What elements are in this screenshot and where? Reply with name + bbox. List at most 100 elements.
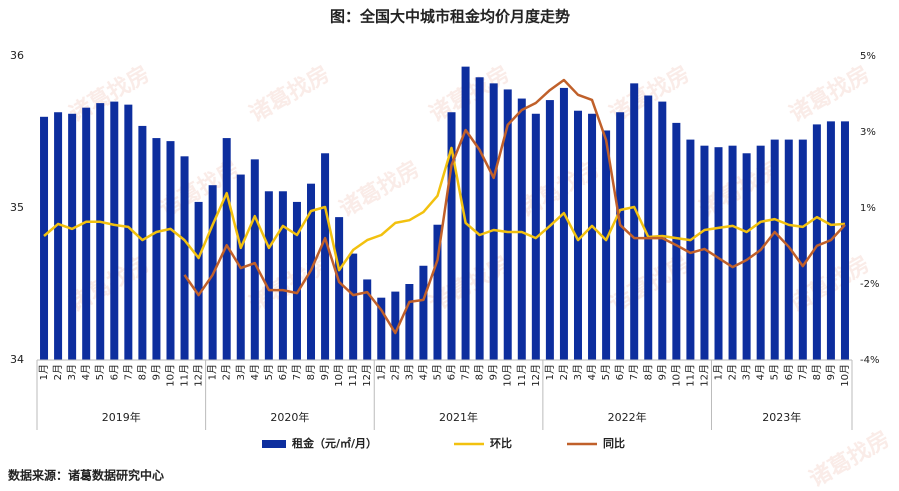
- bar: [292, 201, 301, 360]
- year-label: 2020年: [270, 410, 309, 424]
- legend-swatch: [262, 440, 286, 448]
- bar: [180, 156, 189, 360]
- bar: [152, 138, 161, 360]
- x-tick-label: 11月: [684, 364, 696, 387]
- x-tick-label: 5月: [600, 364, 612, 380]
- x-tick-label: 1月: [375, 364, 387, 380]
- x-tick-label: 9月: [150, 364, 162, 380]
- x-tick-label: 7月: [460, 364, 472, 380]
- x-tick-label: 4月: [417, 364, 429, 380]
- x-tick-label: 5月: [263, 364, 275, 380]
- source: 数据来源：诸葛数据研究中心: [8, 468, 164, 483]
- x-tick-label: 3月: [572, 364, 584, 380]
- x-tick-label: 4月: [80, 364, 92, 380]
- x-tick-label: 7月: [628, 364, 640, 380]
- y2-tick-label: 1%: [860, 203, 876, 214]
- x-tick-label: 8月: [136, 364, 148, 380]
- bar: [559, 87, 568, 361]
- bar: [461, 66, 470, 360]
- x-tick-label: 4月: [755, 364, 767, 380]
- x-tick-label: 12月: [530, 364, 542, 387]
- bar: [475, 77, 484, 360]
- bar: [166, 141, 175, 360]
- x-tick-label: 4月: [249, 364, 261, 380]
- x-tick-label: 10月: [670, 364, 682, 387]
- watermark: 诸葛找房: [785, 61, 874, 128]
- x-tick-label: 1月: [38, 364, 50, 380]
- year-label: 2022年: [608, 410, 647, 424]
- legend-label: 同比: [603, 436, 625, 450]
- x-tick-label: 5月: [769, 364, 781, 380]
- bar: [82, 107, 91, 361]
- x-tick-label: 12月: [698, 364, 710, 387]
- bar: [840, 121, 849, 360]
- x-tick-label: 1月: [207, 364, 219, 380]
- x-tick-label: 7月: [797, 364, 809, 380]
- bar: [68, 113, 77, 360]
- x-tick-label: 6月: [108, 364, 120, 380]
- bar: [517, 98, 526, 360]
- bar: [714, 147, 723, 360]
- x-tick-label: 9月: [488, 364, 500, 380]
- x-tick-label: 2月: [727, 364, 739, 380]
- x-tick-label: 6月: [614, 364, 626, 380]
- x-tick-label: 6月: [783, 364, 795, 380]
- bar: [54, 112, 63, 361]
- x-tick-label: 7月: [122, 364, 134, 380]
- bar: [138, 125, 147, 360]
- bar: [264, 191, 273, 360]
- x-tick-label: 11月: [179, 364, 191, 387]
- bar: [194, 201, 203, 360]
- x-tick-label: 3月: [741, 364, 753, 380]
- bar: [644, 95, 653, 361]
- y2-tick-label: 5%: [860, 51, 876, 62]
- x-tick-label: 12月: [361, 364, 373, 387]
- bar: [405, 284, 414, 360]
- x-tick-label: 5月: [94, 364, 106, 380]
- bar: [377, 297, 386, 360]
- x-tick-label: 3月: [235, 364, 247, 380]
- x-tick-label: 5月: [431, 364, 443, 380]
- y2-tick-label: -2%: [860, 279, 879, 290]
- bar: [363, 279, 372, 360]
- x-tick-label: 12月: [193, 364, 205, 387]
- x-tick-label: 2月: [221, 364, 233, 380]
- bar: [545, 100, 554, 360]
- bar: [588, 113, 597, 360]
- year-label: 2019年: [102, 410, 141, 424]
- x-tick-label: 8月: [474, 364, 486, 380]
- x-tick-label: 6月: [446, 364, 458, 380]
- bar: [784, 139, 793, 360]
- watermark: 诸葛找房: [335, 156, 424, 223]
- bar: [335, 217, 344, 360]
- x-tick-label: 1月: [713, 364, 725, 380]
- x-tick-label: 11月: [516, 364, 528, 387]
- year-label: 2023年: [762, 410, 801, 424]
- bar: [433, 224, 442, 360]
- x-tick-label: 9月: [319, 364, 331, 380]
- bar: [222, 138, 231, 360]
- line: [183, 78, 846, 335]
- bar: [658, 101, 667, 360]
- y2-tick-label: 3%: [860, 127, 876, 138]
- y2-tick-label: -4%: [860, 355, 879, 366]
- x-tick-label: 10月: [839, 364, 851, 387]
- bar: [96, 103, 105, 361]
- legend-label: 环比: [490, 436, 512, 450]
- bar: [728, 145, 737, 360]
- x-tick-label: 2月: [52, 364, 64, 380]
- year-label: 2021年: [439, 410, 478, 424]
- x-tick-label: 9月: [825, 364, 837, 380]
- bar: [349, 253, 358, 360]
- x-tick-label: 3月: [66, 364, 78, 380]
- bar: [124, 104, 133, 360]
- bar: [616, 112, 625, 361]
- x-tick-label: 8月: [811, 364, 823, 380]
- x-tick-label: 1月: [544, 364, 556, 380]
- bar: [672, 122, 681, 360]
- bar: [700, 145, 709, 360]
- bar: [278, 191, 287, 360]
- x-tick-label: 6月: [277, 364, 289, 380]
- bar: [40, 116, 49, 360]
